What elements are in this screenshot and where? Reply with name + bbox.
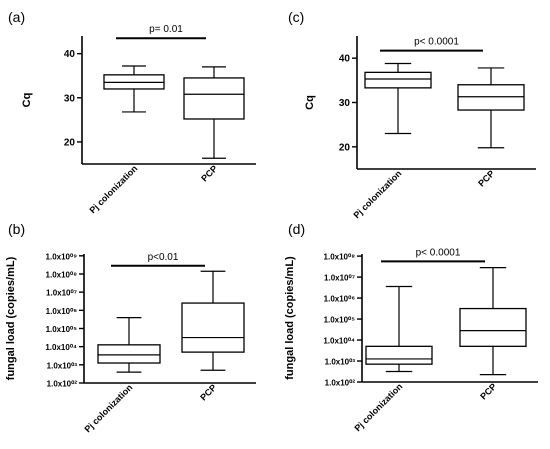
y-axis-title: fungal load (copies/mL)	[284, 256, 296, 380]
panel-c-plot: 20 30 40 Cq Pj colonization PCP p< 0.0001	[304, 36, 536, 220]
y-axis-title: fungal load (copies/mL)	[5, 256, 17, 380]
p-value-label: p= 0.01	[149, 24, 183, 35]
category-label: PCP	[476, 168, 496, 188]
panel-d-letter: (d)	[288, 221, 305, 237]
iqr-box	[183, 77, 245, 120]
panel-b-plot: 1.0x10⁰² 1.0x10⁰³ 1.0x10⁰⁴ 1.0x10⁰⁵ 1.0x10⁰⁶…	[5, 252, 256, 434]
y-tick-label: 20	[64, 137, 76, 148]
y-tick-label: 1.0x10⁰⁵	[46, 325, 78, 334]
y-tick-label: 30	[339, 98, 351, 109]
y-tick-label: 1.0x10⁰⁶	[324, 295, 356, 304]
box-pcp	[457, 67, 525, 149]
y-axis-title: Cq	[21, 93, 33, 108]
y-tick-label: 1.0x10⁰⁸	[46, 270, 78, 279]
p-value-label: p< 0.0001	[416, 247, 461, 258]
y-axis-title: Cq	[304, 95, 316, 110]
category-label: PCP	[478, 381, 498, 401]
iqr-box	[365, 345, 433, 365]
y-tick-label: 1.0x10⁰⁴	[45, 343, 77, 352]
category-label: Pj colonization	[87, 163, 139, 215]
iqr-box	[457, 84, 525, 111]
panel-b-letter: (b)	[8, 221, 25, 237]
y-tick-label: 1.0x10⁰³	[325, 358, 356, 367]
panel-d-plot: 1.0x10⁰² 1.0x10⁰³ 1.0x10⁰⁴ 1.0x10⁰⁵ 1.0x10⁰⁶…	[284, 247, 538, 433]
panel-a-letter: (a)	[8, 9, 25, 25]
y-tick-label: 1.0x10⁰²	[325, 379, 356, 388]
panel-a-plot: 20 30 40 Cq Pj colonization PCP p= 0.01	[21, 24, 256, 215]
category-label: PCP	[198, 382, 218, 402]
y-tick-label: 40	[339, 54, 351, 65]
box-pj-colonization	[364, 62, 432, 135]
box-pj-colonization	[103, 65, 165, 113]
y-tick-label: 30	[64, 93, 76, 104]
y-tick-label: 1.0x10⁰⁴	[323, 337, 355, 346]
p-value-label: p<0.01	[148, 252, 179, 263]
category-label: Pj colonization	[351, 168, 403, 220]
y-tick-label: 1.0x10⁰⁸	[324, 253, 356, 262]
y-tick-label: 1.0x10⁰⁹	[46, 252, 78, 261]
y-tick-label: 40	[64, 49, 76, 60]
iqr-box	[97, 344, 161, 364]
y-tick-label: 1.0x10⁰⁵	[324, 316, 356, 325]
box-pj-colonization	[365, 285, 433, 373]
y-tick-label: 1.0x10⁰³	[47, 361, 78, 370]
iqr-box	[364, 71, 432, 89]
y-tick-label: 20	[339, 142, 351, 153]
box-pcp	[459, 267, 527, 376]
box-pcp	[183, 66, 245, 159]
box-pj-colonization	[97, 316, 161, 373]
box-pcp	[181, 270, 245, 371]
y-tick-label: 1.0x10⁰²	[47, 380, 78, 389]
y-tick-label: 1.0x10⁰⁷	[324, 274, 355, 283]
iqr-box	[181, 302, 245, 353]
y-tick-label: 1.0x10⁰⁷	[46, 289, 77, 298]
panel-c-letter: (c)	[288, 9, 304, 25]
category-label: Pj colonization	[82, 382, 134, 434]
p-value-label: p< 0.0001	[414, 37, 459, 48]
iqr-box	[459, 307, 527, 347]
y-tick-label: 1.0x10⁰⁶	[46, 307, 78, 316]
category-label: Pj colonization	[352, 381, 404, 433]
category-label: PCP	[199, 163, 219, 183]
